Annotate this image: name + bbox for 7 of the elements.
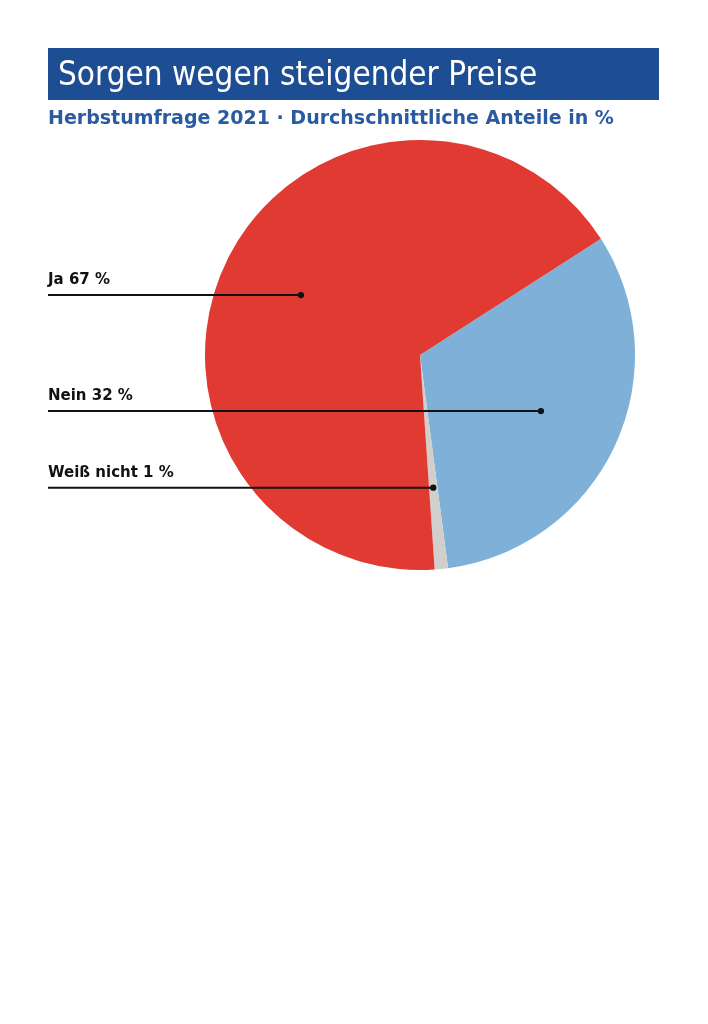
slice-label: Ja 67 % (47, 270, 111, 289)
pie-slice (205, 140, 601, 570)
slice-label: Weiß nicht 1 % (48, 462, 174, 481)
chart-title: Sorgen wegen steigender Preise (48, 48, 659, 100)
pie-slice (420, 238, 635, 569)
chart-subtitle: Herbstumfrage 2021 · Durchschnittliche Anteile in % (48, 106, 614, 128)
slice-label: Nein 32 % (48, 386, 133, 405)
